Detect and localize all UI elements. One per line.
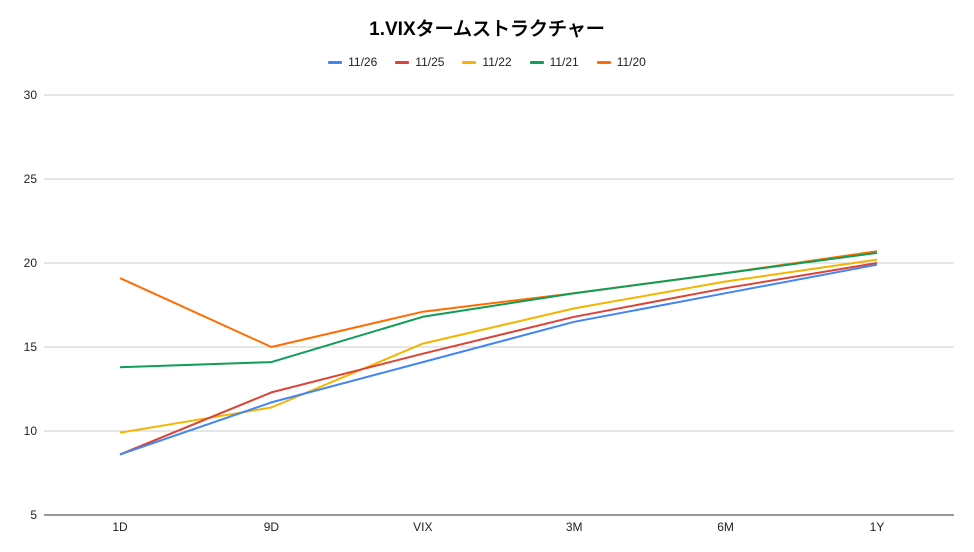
legend-swatch [328, 60, 343, 64]
legend-swatch [395, 60, 410, 64]
legend-item: 11/25 [395, 55, 444, 69]
x-tick-label: VIX [413, 520, 432, 534]
legend-label: 11/25 [415, 55, 445, 69]
y-axis-ticks: 5 10 15 20 25 30 [24, 88, 38, 522]
legend-item: 11/26 [328, 55, 377, 69]
legend-label: 11/21 [549, 55, 579, 69]
y-tick-label: 20 [24, 256, 38, 270]
y-tick-label: 25 [24, 172, 38, 186]
y-tick-label: 10 [24, 424, 38, 438]
legend-label: 11/22 [482, 55, 512, 69]
gridlines [44, 94, 954, 516]
series-line-11-25 [119, 262, 878, 456]
series-line-11-20 [119, 250, 878, 348]
x-tick-label: 9D [264, 520, 280, 534]
x-tick-label: 6M [717, 520, 734, 534]
series-lines [119, 250, 878, 456]
y-tick-label: 30 [24, 88, 38, 102]
legend-item: 11/20 [596, 55, 646, 69]
y-tick-label: 5 [30, 508, 37, 522]
legend-swatch [462, 60, 477, 64]
series-line-11-21 [119, 251, 878, 369]
y-tick-label: 15 [24, 340, 38, 354]
x-tick-label: 1Y [870, 520, 885, 534]
legend-label: 11/20 [616, 55, 646, 69]
series-line-11-26 [119, 263, 878, 456]
legend-label: 11/26 [348, 55, 378, 69]
chart-title: 1.VIXタームストラクチャー [369, 19, 605, 40]
x-tick-label: 3M [566, 520, 583, 534]
legend-swatch [529, 60, 544, 64]
x-tick-label: 1D [112, 520, 128, 534]
legend: 11/26 11/25 11/22 11/21 11/20 [0, 55, 974, 69]
legend-item: 11/22 [462, 55, 512, 69]
legend-item: 11/21 [529, 55, 579, 69]
legend-swatch [596, 60, 611, 64]
x-axis-ticks: 1D 9D VIX 3M 6M 1Y [112, 520, 884, 534]
